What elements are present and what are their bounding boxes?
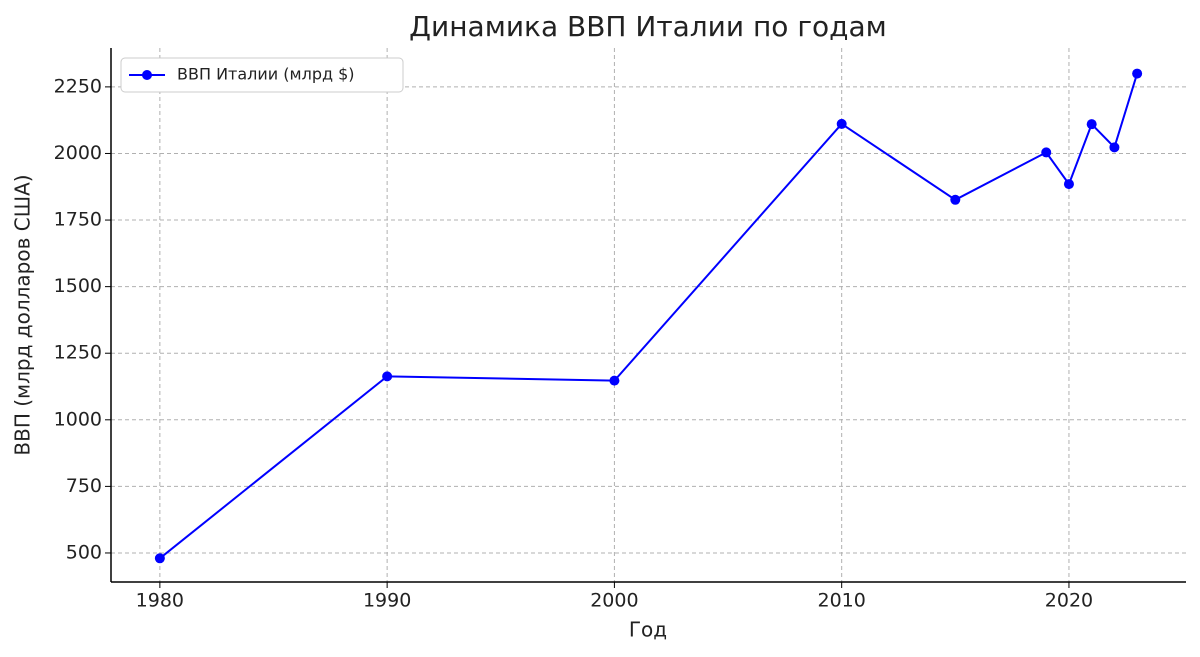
legend-marker xyxy=(142,70,152,80)
y-tick-label: 1250 xyxy=(54,342,102,364)
x-tick-label: 2020 xyxy=(1045,590,1093,612)
y-tick-label: 1000 xyxy=(54,408,102,430)
y-tick-label: 2000 xyxy=(54,142,102,164)
x-tick-label: 1980 xyxy=(136,590,184,612)
y-tick-label: 1500 xyxy=(54,275,102,297)
data-point xyxy=(950,194,961,205)
y-tick-label: 1750 xyxy=(54,209,102,231)
data-point xyxy=(1132,68,1143,79)
legend: ВВП Италии (млрд $) xyxy=(120,57,404,93)
y-tick-label: 2250 xyxy=(54,75,102,97)
data-point xyxy=(1063,179,1074,190)
x-tick-label: 2000 xyxy=(590,590,638,612)
x-tick-label: 2010 xyxy=(818,590,866,612)
y-axis-label: ВВП (млрд долларов США) xyxy=(11,174,35,455)
data-point xyxy=(382,371,393,382)
x-tick-label: 1990 xyxy=(363,590,411,612)
y-tick-label: 500 xyxy=(66,541,102,563)
legend-box xyxy=(120,57,404,93)
y-tick-label: 750 xyxy=(66,475,102,497)
data-point xyxy=(1041,147,1052,158)
data-point xyxy=(1086,119,1097,130)
series-line xyxy=(159,73,1139,560)
legend-label: ВВП Италии (млрд $) xyxy=(177,65,355,84)
chart-title: Динамика ВВП Италии по годам xyxy=(409,10,887,43)
x-axis-label: Год xyxy=(629,618,667,642)
data-point xyxy=(836,118,847,129)
data-point xyxy=(1109,142,1120,153)
data-point xyxy=(154,553,165,564)
data-point xyxy=(609,375,620,386)
